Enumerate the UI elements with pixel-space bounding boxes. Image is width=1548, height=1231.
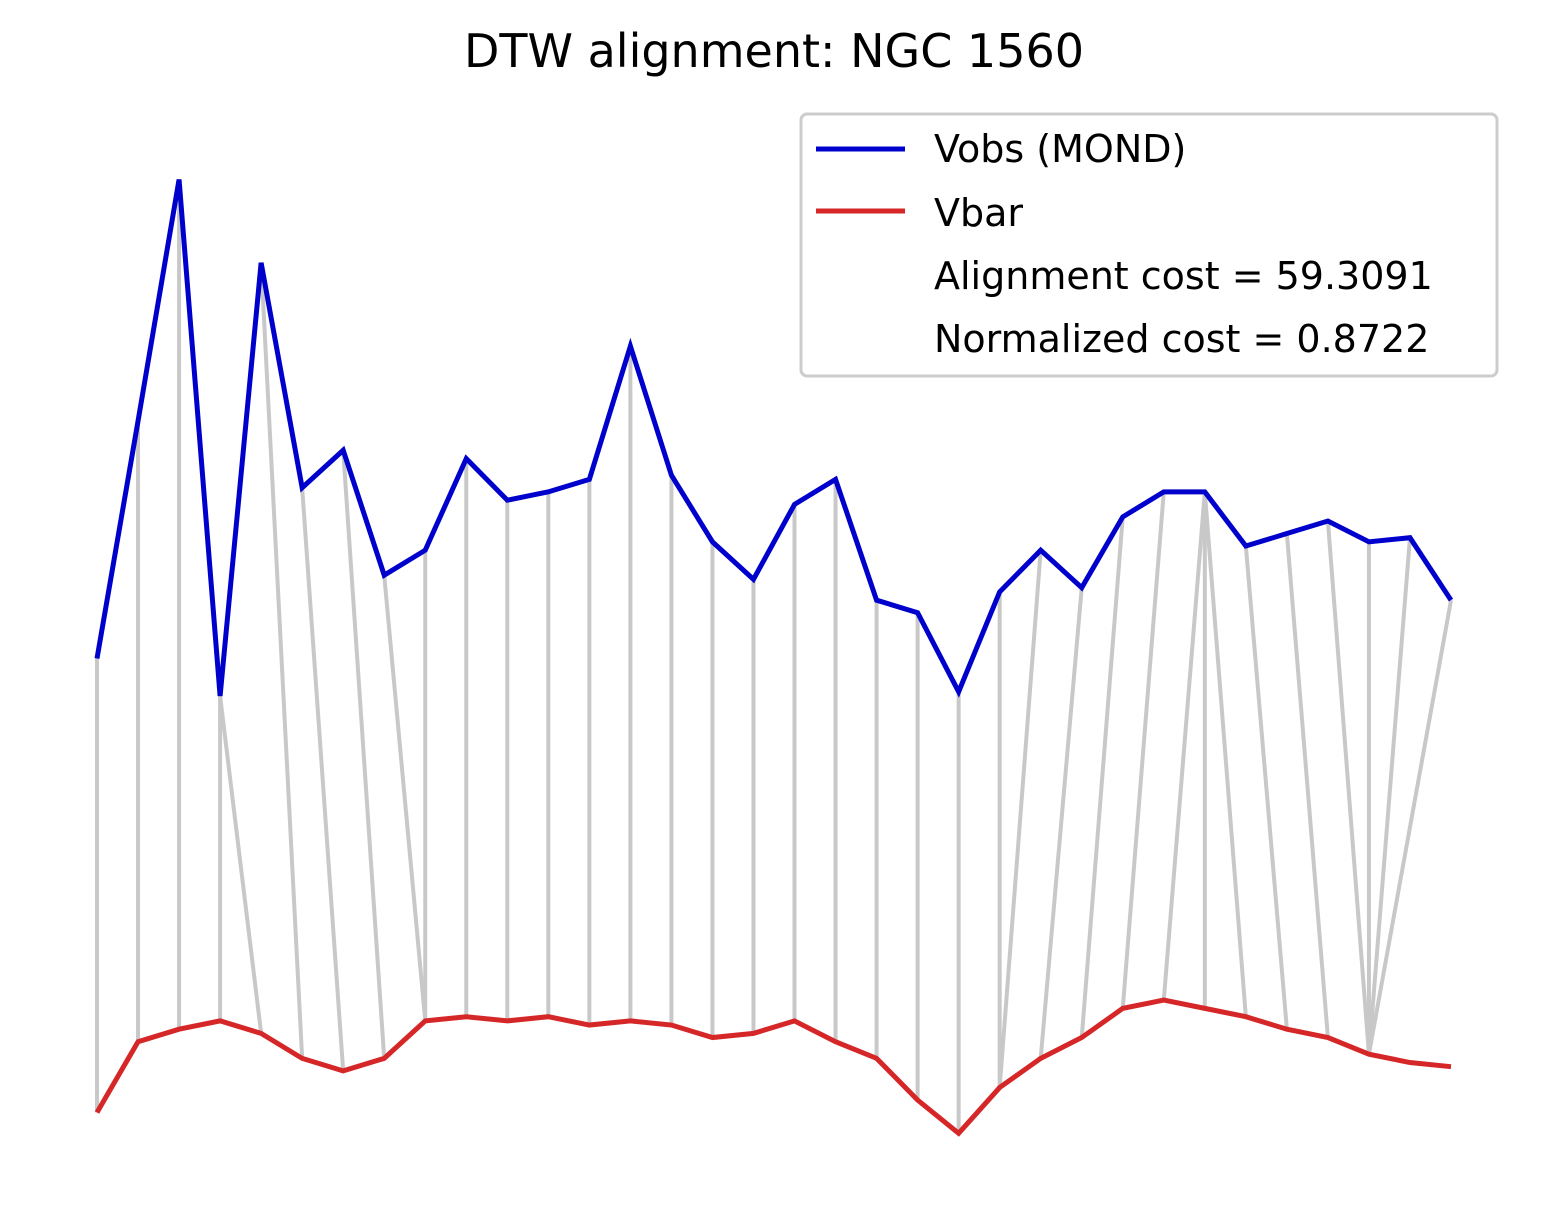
alignment-line-36 [1366, 599, 1453, 1055]
alignment-line-27 [1120, 491, 1166, 1009]
alignment-line-30 [1202, 491, 1248, 1017]
legend-label-vbar: Vbar [934, 191, 1023, 235]
alignment-line-25 [1038, 587, 1084, 1059]
alignment-line-33 [1325, 520, 1371, 1055]
alignment-cost-text: Alignment cost = 59.3091 [934, 254, 1433, 298]
alignment-line-28 [1161, 491, 1207, 1001]
chart-title: DTW alignment: NGC 1560 [464, 24, 1084, 78]
normalized-cost-text: Normalized cost = 0.8722 [934, 317, 1429, 361]
alignment-line-35 [1366, 537, 1412, 1055]
legend-frame [799, 112, 1499, 378]
alignment-line-5 [259, 262, 305, 1059]
series-line-vobs [94, 179, 1454, 698]
alignment-line-7 [341, 450, 387, 1059]
legend: Vobs (MOND) Vbar Alignment cost = 59.309… [799, 112, 1499, 378]
series-line-vbar [94, 997, 1452, 1137]
series-lines [94, 179, 1454, 1137]
alignment-line-32 [1284, 533, 1330, 1038]
alignment-line-6 [300, 487, 346, 1071]
legend-label-vobs: Vobs (MOND) [934, 127, 1186, 171]
alignment-line-31 [1243, 545, 1289, 1030]
alignment-line-26 [1079, 516, 1125, 1038]
alignment-line-8 [382, 575, 428, 1022]
alignment-line-4 [218, 695, 264, 1034]
alignment-lines [95, 179, 1453, 1134]
alignment-line-24 [997, 550, 1043, 1088]
